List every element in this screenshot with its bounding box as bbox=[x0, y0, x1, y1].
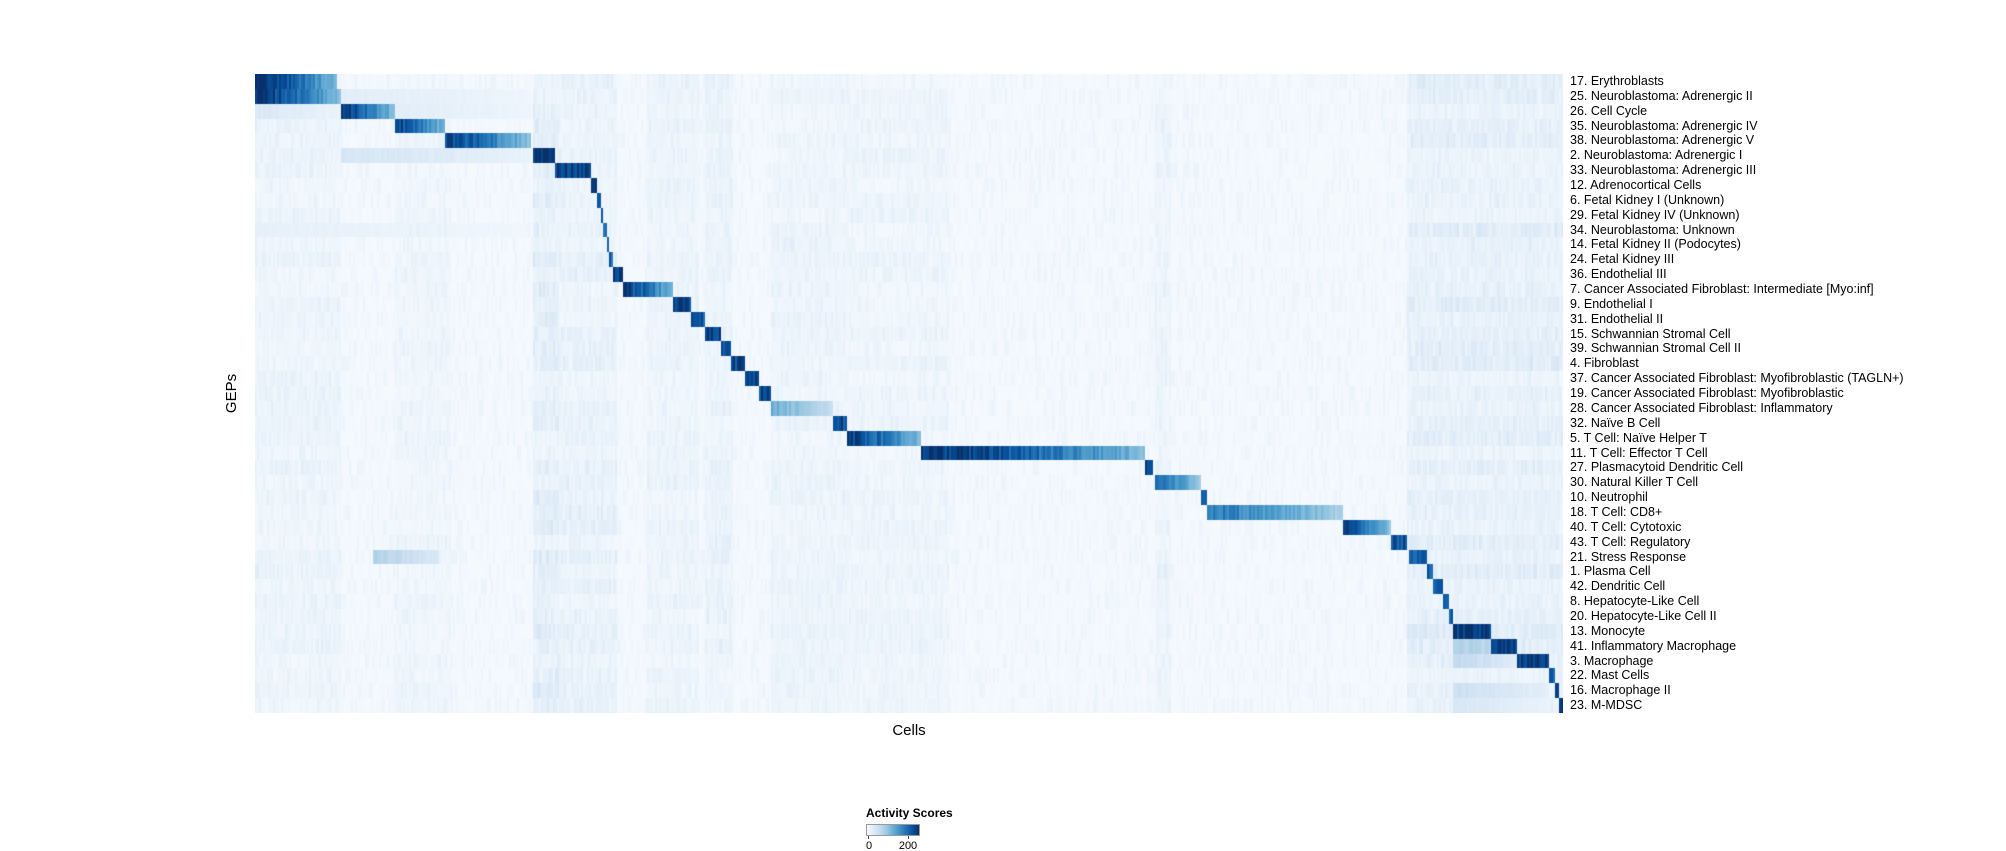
gep-row-label: 42. Dendritic Cell bbox=[1570, 579, 1666, 594]
gep-row-label: 20. Hepatocyte-Like Cell II bbox=[1570, 608, 1717, 623]
gep-row-label: 15. Schwannian Stromal Cell bbox=[1570, 326, 1731, 341]
gep-row-label: 30. Natural Killer T Cell bbox=[1570, 475, 1699, 490]
gep-row-label: 8. Hepatocyte-Like Cell bbox=[1570, 594, 1700, 609]
gep-row-label: 9. Endothelial I bbox=[1570, 296, 1653, 311]
gep-row-label: 31. Endothelial II bbox=[1570, 311, 1664, 326]
gep-row-label: 10. Neutrophil bbox=[1570, 490, 1648, 505]
heatmap-canvas bbox=[255, 74, 1563, 713]
colorbar-gradient bbox=[866, 824, 920, 836]
colorbar-title: Activity Scores bbox=[866, 806, 953, 820]
gep-row-label: 33. Neuroblastoma: Adrenergic III bbox=[1570, 163, 1757, 178]
gep-row-label: 36. Endothelial III bbox=[1570, 267, 1667, 282]
gep-row-label: 3. Macrophage bbox=[1570, 653, 1654, 668]
gep-row-label: 12. Adrenocortical Cells bbox=[1570, 178, 1702, 193]
gep-row-label: 23. M-MDSC bbox=[1570, 698, 1643, 713]
gep-row-label: 41. Inflammatory Macrophage bbox=[1570, 638, 1737, 653]
gep-row-label: 38. Neuroblastoma: Adrenergic V bbox=[1570, 133, 1755, 148]
gep-row-labels: 17. Erythroblasts 25. Neuroblastoma: Adre… bbox=[1570, 74, 2000, 713]
gep-row-label: 29. Fetal Kidney IV (Unknown) bbox=[1570, 207, 1740, 222]
gep-row-label: 1. Plasma Cell bbox=[1570, 564, 1651, 579]
gep-row-label: 7. Cancer Associated Fibroblast: Interme… bbox=[1570, 282, 1874, 297]
colorbar-legend: Activity Scores 0 200 bbox=[866, 806, 1066, 851]
gep-row-label: 11. T Cell: Effector T Cell bbox=[1570, 445, 1708, 460]
gep-row-label: 34. Neuroblastoma: Unknown bbox=[1570, 222, 1735, 237]
gep-row-label: 19. Cancer Associated Fibroblast: Myofib… bbox=[1570, 386, 1844, 401]
gep-row-label: 25. Neuroblastoma: Adrenergic II bbox=[1570, 88, 1753, 103]
y-axis-label-wrap: GEPs bbox=[215, 74, 249, 713]
gep-row-label: 32. Naïve B Cell bbox=[1570, 415, 1661, 430]
gep-row-label: 37. Cancer Associated Fibroblast: Myofib… bbox=[1570, 371, 1904, 386]
gep-row-label: 28. Cancer Associated Fibroblast: Inflam… bbox=[1570, 400, 1833, 415]
gep-row-label: 26. Cell Cycle bbox=[1570, 103, 1648, 118]
colorbar-tick-min: 0 bbox=[865, 840, 873, 851]
gep-row-label: 5. T Cell: Naïve Helper T bbox=[1570, 430, 1707, 445]
gep-row-label: 22. Mast Cells bbox=[1570, 668, 1650, 683]
gep-row-label: 13. Monocyte bbox=[1570, 623, 1646, 638]
gep-row-label: 16. Macrophage II bbox=[1570, 683, 1671, 698]
gep-row-label: 6. Fetal Kidney I (Unknown) bbox=[1570, 192, 1725, 207]
colorbar-tick-max: 200 bbox=[898, 840, 918, 851]
colorbar-tick-mark-min bbox=[868, 836, 869, 839]
gep-row-label: 2. Neuroblastoma: Adrenergic I bbox=[1570, 148, 1743, 163]
colorbar-tick-mark-max bbox=[908, 836, 909, 839]
gep-row-label: 43. T Cell: Regulatory bbox=[1570, 534, 1691, 549]
gep-row-label: 40. T Cell: Cytotoxic bbox=[1570, 519, 1682, 534]
gep-row-label: 17. Erythroblasts bbox=[1570, 74, 1664, 88]
gep-row-label: 24. Fetal Kidney III bbox=[1570, 252, 1675, 267]
gep-row-label: 14. Fetal Kidney II (Podocytes) bbox=[1570, 237, 1741, 252]
gep-row-label: 27. Plasmacytoid Dendritic Cell bbox=[1570, 460, 1743, 475]
y-axis-label: GEPs bbox=[223, 373, 241, 414]
gep-row-label: 4. Fibroblast bbox=[1570, 356, 1639, 371]
gep-row-label: 21. Stress Response bbox=[1570, 549, 1687, 564]
x-axis-label: Cells bbox=[892, 722, 926, 739]
gep-row-label: 35. Neuroblastoma: Adrenergic IV bbox=[1570, 118, 1758, 133]
gep-row-label: 39. Schwannian Stromal Cell II bbox=[1570, 341, 1741, 356]
colorbar-wrap: 0 200 bbox=[866, 824, 920, 851]
gep-row-label: 18. T Cell: CD8+ bbox=[1570, 504, 1663, 519]
